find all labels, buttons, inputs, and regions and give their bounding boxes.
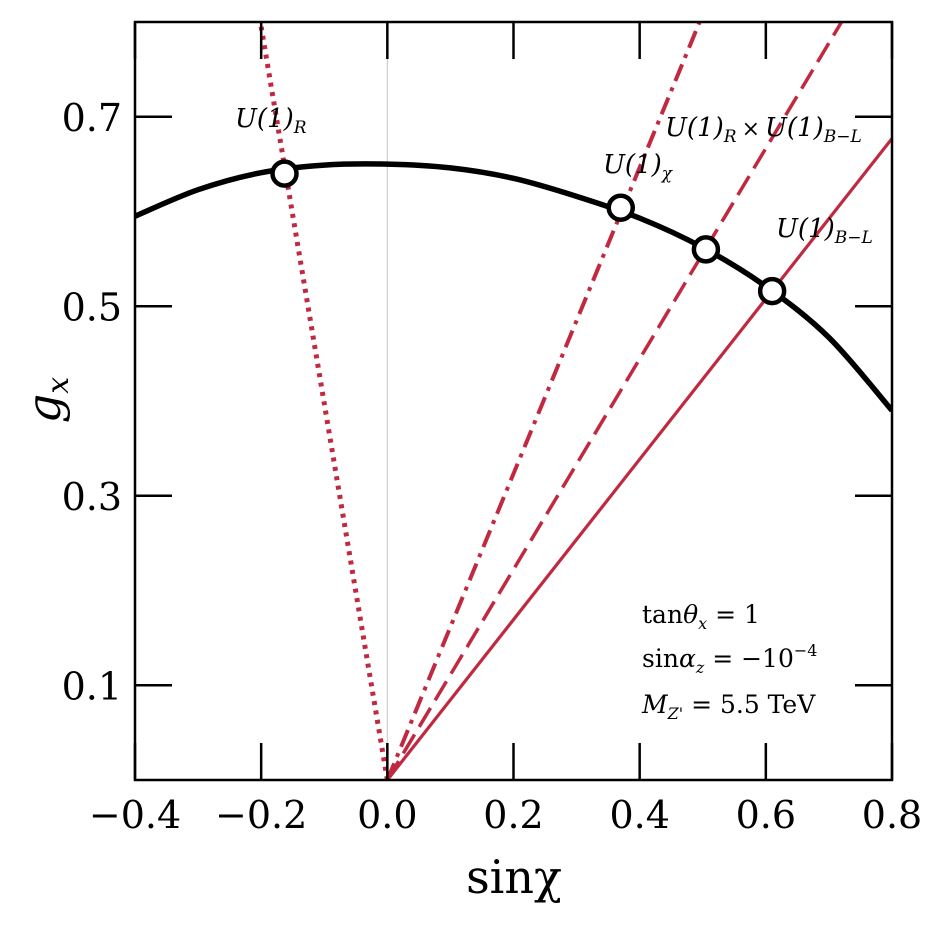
y-tick-label-3: 0.7 — [62, 96, 122, 140]
benchmark-point-0 — [270, 159, 299, 188]
series-line-1 — [385, 22, 702, 780]
label-u1-chi: U(1)χ — [603, 150, 674, 184]
x-tick-label-1: −0.2 — [215, 793, 307, 837]
annotation-sin-alpha: sinαz = −10−4 — [642, 641, 817, 677]
label-u1-bl: U(1)B−L — [776, 214, 873, 248]
x-tick-label-0: −0.4 — [89, 793, 181, 837]
annotation-mass: MZ' = 5.5 TeV — [641, 690, 816, 723]
x-tick-label-5: 0.6 — [736, 793, 796, 837]
series-lines — [258, 22, 892, 780]
x-tick-label-2: 0.0 — [357, 793, 417, 837]
benchmark-point-1 — [606, 193, 635, 222]
y-tick-label-1: 0.3 — [62, 475, 122, 519]
annotation-tan-theta: tanθx = 1 — [642, 600, 760, 633]
series-line-2 — [385, 22, 844, 780]
x-tick-label-6: 0.8 — [862, 793, 922, 837]
series-line-0 — [258, 26, 390, 780]
x-axis-label: sinχ — [466, 850, 562, 904]
benchmark-points — [270, 159, 787, 306]
y-axis-label-sub: x — [41, 377, 76, 394]
label-u1-r: U(1)R — [235, 104, 307, 138]
label-u1-r-times-u1-bl: U(1)R × U(1)B−L — [665, 113, 862, 147]
y-tick-label-2: 0.5 — [62, 285, 122, 329]
x-tick-label-3: 0.2 — [483, 793, 543, 837]
y-axis-label: gx — [17, 377, 76, 423]
y-tick-label-0: 0.1 — [62, 664, 122, 708]
benchmark-point-3 — [757, 276, 787, 306]
plot-frame — [133, 20, 894, 782]
x-tick-label-4: 0.4 — [609, 793, 669, 837]
series-line-3 — [386, 137, 892, 780]
benchmark-point-2 — [691, 235, 721, 264]
tick-labels: −0.4 −0.2 0.0 0.2 0.4 0.6 0.8 0.1 0.3 0.5 0.7 — [62, 96, 923, 837]
